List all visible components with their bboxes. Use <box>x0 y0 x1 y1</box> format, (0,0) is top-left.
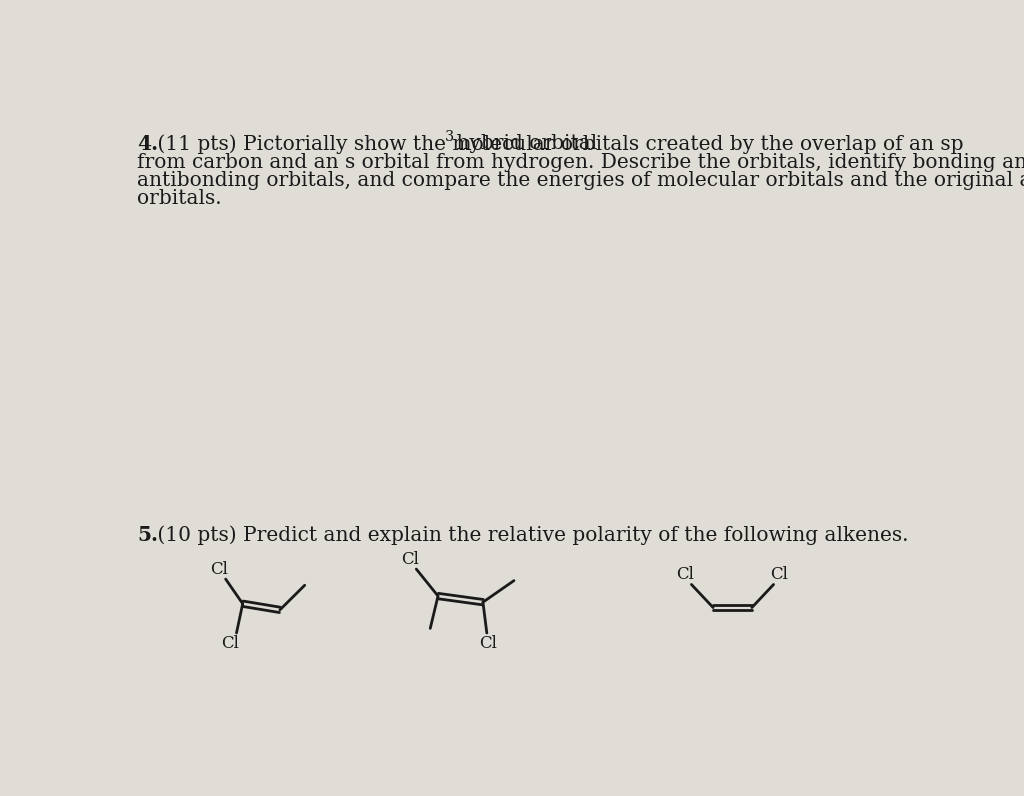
Text: 3: 3 <box>444 131 454 144</box>
Text: Cl: Cl <box>479 634 497 651</box>
Text: Cl: Cl <box>210 560 228 578</box>
Text: Cl: Cl <box>676 566 694 583</box>
Text: Cl: Cl <box>770 566 788 583</box>
Text: 5.: 5. <box>137 525 159 545</box>
Text: hybrid orbital: hybrid orbital <box>450 134 597 153</box>
Text: (10 pts) Predict and explain the relative polarity of the following alkenes.: (10 pts) Predict and explain the relativ… <box>152 525 908 544</box>
Text: from carbon and an s orbital from hydrogen. Describe the orbitals, identify bond: from carbon and an s orbital from hydrog… <box>137 153 1024 171</box>
Text: Cl: Cl <box>400 551 419 568</box>
Text: Cl: Cl <box>221 634 239 651</box>
Text: 4.: 4. <box>137 134 159 154</box>
Text: orbitals.: orbitals. <box>137 189 222 209</box>
Text: (11 pts) Pictorially show the molecular orbitals created by the overlap of an sp: (11 pts) Pictorially show the molecular … <box>152 134 964 154</box>
Text: antibonding orbitals, and compare the energies of molecular orbitals and the ori: antibonding orbitals, and compare the en… <box>137 171 1024 190</box>
